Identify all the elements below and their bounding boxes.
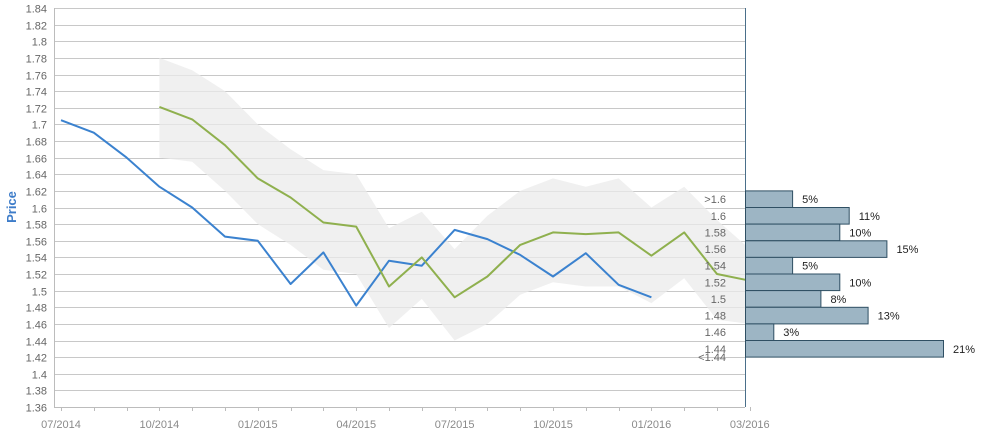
histogram-bar [745, 340, 944, 358]
histogram-value-label: 11% [859, 211, 880, 223]
y-tick-label: 1.46 [26, 320, 47, 332]
histogram-bin-label: 1.44 [705, 344, 726, 356]
y-tick-label: 1.84 [26, 4, 47, 16]
y-tick-label: 1.74 [26, 87, 47, 99]
histogram-value-label: 5% [802, 194, 818, 206]
histogram-bar [745, 323, 775, 341]
x-tick-label: 07/2015 [435, 419, 475, 431]
histogram-value-label: 10% [849, 227, 871, 239]
y-tick-label: 1.64 [26, 170, 47, 182]
y-tick-label: 1.62 [26, 187, 47, 199]
x-tick-label: 01/2015 [238, 419, 278, 431]
histogram: 5%11%10%15%5%10%8%13%3%21% [745, 190, 975, 358]
y-tick-label: 1.68 [26, 137, 47, 149]
x-tick-label: 03/2016 [730, 419, 770, 431]
histogram-bar [745, 207, 850, 225]
x-tick-label: 10/2014 [140, 419, 180, 431]
histogram-bin-label: 1.58 [705, 227, 726, 239]
y-tick-label: 1.56 [26, 237, 47, 249]
y-tick-label: 1.54 [26, 253, 47, 265]
histogram-bar [745, 190, 794, 208]
y-tick-label: 1.82 [26, 21, 47, 33]
histogram-bar [745, 256, 794, 275]
histogram-bin-label: 1.6 [711, 211, 726, 223]
histogram-bar [745, 290, 822, 308]
y-tick-label: 1.58 [26, 220, 47, 232]
x-tick-label: 04/2015 [336, 419, 376, 431]
histogram-bin-label: 1.52 [705, 277, 726, 289]
histogram-value-label: 8% [830, 294, 846, 306]
y-tick-label: 1.78 [26, 54, 47, 66]
histogram-bin-labels: >1.6 1.6 1.58 1.56 1.54 1.52 1.5 1.48 1.46 1.44<1… [698, 194, 726, 364]
y-tick-label: 1.8 [32, 37, 47, 49]
y-tick-label: 1.48 [26, 303, 47, 315]
x-tick-label: 10/2015 [533, 419, 573, 431]
y-tick-label: 1.7 [32, 120, 47, 132]
histogram-bin-label: 1.5 [711, 294, 726, 306]
histogram-bar [745, 240, 888, 258]
y-tick-label: 1.6 [32, 204, 47, 216]
histogram-bin-label: >1.6 [704, 194, 726, 206]
tick-labels: 1.36 1.38 1.4 1.42 1.44 1.46 1.48 1.5 1.52 1.54 1.… [26, 4, 770, 432]
y-tick-label: 1.52 [26, 270, 47, 282]
x-tick-label: 07/2014 [41, 419, 81, 431]
y-tick-label: 1.44 [26, 337, 47, 349]
y-tick-label: 1.4 [32, 370, 47, 382]
green-price-line [159, 105, 751, 299]
histogram-value-label: 5% [802, 261, 818, 273]
histogram-bar [745, 306, 869, 325]
histogram-bin-label: 1.46 [705, 327, 726, 339]
histogram-bin-label: 1.54 [705, 261, 726, 273]
histogram-value-label: 13% [878, 311, 900, 323]
y-tick-label: 1.76 [26, 71, 47, 83]
histogram-bin-label: 1.48 [705, 311, 726, 323]
histogram-value-label: 21% [953, 344, 975, 356]
histogram-bar [745, 273, 841, 292]
y-tick-label: 1.42 [26, 353, 47, 365]
y-tick-label: 1.5 [32, 287, 47, 299]
histogram-bin-label: 1.56 [705, 244, 726, 256]
histogram-bar [745, 223, 841, 242]
y-tick-label: 1.72 [26, 104, 47, 116]
blue-price-line [60, 119, 652, 307]
price-series [60, 105, 751, 307]
y-tick-label: 1.36 [26, 403, 47, 415]
histogram-value-label: 10% [849, 277, 871, 289]
y-tick-label: 1.38 [26, 386, 47, 398]
histogram-value-label: 15% [896, 244, 918, 256]
histogram-value-label: 3% [783, 327, 799, 339]
x-tick-label: 01/2016 [632, 419, 672, 431]
y-tick-label: 1.66 [26, 154, 47, 166]
y-axis-title: Price [4, 191, 19, 223]
histogram-bin-label: <1.44 [698, 352, 726, 364]
